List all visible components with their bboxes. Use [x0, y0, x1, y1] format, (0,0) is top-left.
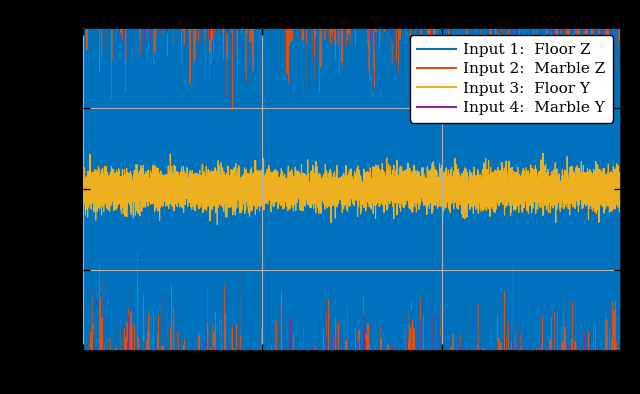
Line: Input 2:  Marble Z: Input 2: Marble Z — [83, 0, 621, 394]
Input 2:  Marble Z: (4.89e+03, 0.781): Marble Z: (4.89e+03, 0.781) — [342, 61, 350, 65]
Input 3:  Floor Y: (4.89e+03, -0.0649): Floor Y: (4.89e+03, -0.0649) — [342, 197, 350, 202]
Input 1:  Floor Z: (414, 0.183): Floor Z: (414, 0.183) — [102, 157, 109, 162]
Input 4:  Marble Y: (45, 0.108): Marble Y: (45, 0.108) — [82, 169, 90, 174]
Legend: Input 1:  Floor Z, Input 2:  Marble Z, Input 3:  Floor Y, Input 4:  Marble Y: Input 1: Floor Z, Input 2: Marble Z, Inp… — [410, 35, 613, 123]
Input 1:  Floor Z: (1e+04, 0.354): Floor Z: (1e+04, 0.354) — [617, 130, 625, 134]
Input 1:  Floor Z: (9.47e+03, 0.227): Floor Z: (9.47e+03, 0.227) — [588, 150, 596, 155]
Input 3:  Floor Y: (2.49e+03, -0.219): Floor Y: (2.49e+03, -0.219) — [213, 222, 221, 227]
Input 2:  Marble Z: (0, -0.407): Marble Z: (0, -0.407) — [79, 253, 87, 257]
Input 4:  Marble Y: (598, 0.0177): Marble Y: (598, 0.0177) — [111, 184, 119, 189]
Input 4:  Marble Y: (9.47e+03, 1.17): Marble Y: (9.47e+03, 1.17) — [589, 0, 596, 2]
Input 2:  Marble Z: (9.47e+03, -0.616): Marble Z: (9.47e+03, -0.616) — [588, 286, 596, 291]
Input 3:  Floor Y: (598, -0.0136): Floor Y: (598, -0.0136) — [111, 189, 119, 194]
Input 2:  Marble Z: (45, 0.0721): Marble Z: (45, 0.0721) — [82, 175, 90, 180]
Input 4:  Marble Y: (1.96e+03, -0.808): Marble Y: (1.96e+03, -0.808) — [185, 317, 193, 322]
Input 2:  Marble Z: (598, 0.173): Marble Z: (598, 0.173) — [111, 159, 119, 164]
Input 4:  Marble Y: (1e+04, 0.356): Marble Y: (1e+04, 0.356) — [617, 129, 625, 134]
Line: Input 1:  Floor Z: Input 1: Floor Z — [83, 0, 621, 394]
Input 3:  Floor Y: (1e+04, -0.0137): Floor Y: (1e+04, -0.0137) — [617, 189, 625, 194]
Line: Input 3:  Floor Y: Input 3: Floor Y — [83, 153, 621, 225]
Input 3:  Floor Y: (9.47e+03, 0.0424): Floor Y: (9.47e+03, 0.0424) — [589, 180, 596, 185]
Input 1:  Floor Z: (598, -0.244): Floor Z: (598, -0.244) — [111, 226, 119, 231]
Input 3:  Floor Y: (45, 0.0569): Floor Y: (45, 0.0569) — [82, 178, 90, 182]
Input 1:  Floor Z: (45, -0.396): Floor Z: (45, -0.396) — [82, 251, 90, 255]
Input 3:  Floor Y: (0, 0.0209): Floor Y: (0, 0.0209) — [79, 183, 87, 188]
Line: Input 4:  Marble Y: Input 4: Marble Y — [83, 0, 621, 394]
Input 4:  Marble Y: (4.89e+03, 0.968): Marble Y: (4.89e+03, 0.968) — [342, 30, 350, 35]
Input 3:  Floor Y: (414, -0.0545): Floor Y: (414, -0.0545) — [102, 195, 109, 200]
Input 1:  Floor Z: (1.96e+03, -0.0302): Floor Z: (1.96e+03, -0.0302) — [185, 191, 193, 196]
Input 2:  Marble Z: (414, 0.00215): Marble Z: (414, 0.00215) — [102, 186, 109, 191]
Input 1:  Floor Z: (4.89e+03, 0.35): Floor Z: (4.89e+03, 0.35) — [342, 130, 350, 135]
Input 2:  Marble Z: (1.96e+03, 0.0107): Marble Z: (1.96e+03, 0.0107) — [185, 185, 193, 190]
Input 4:  Marble Y: (414, -0.0231): Marble Y: (414, -0.0231) — [102, 190, 109, 195]
Input 3:  Floor Y: (1.96e+03, -0.0105): Floor Y: (1.96e+03, -0.0105) — [185, 188, 193, 193]
Input 1:  Floor Z: (0, 0.273): Floor Z: (0, 0.273) — [79, 143, 87, 147]
Input 3:  Floor Y: (8.55e+03, 0.221): Floor Y: (8.55e+03, 0.221) — [539, 151, 547, 156]
Input 2:  Marble Z: (1e+04, -0.972): Marble Z: (1e+04, -0.972) — [617, 344, 625, 349]
